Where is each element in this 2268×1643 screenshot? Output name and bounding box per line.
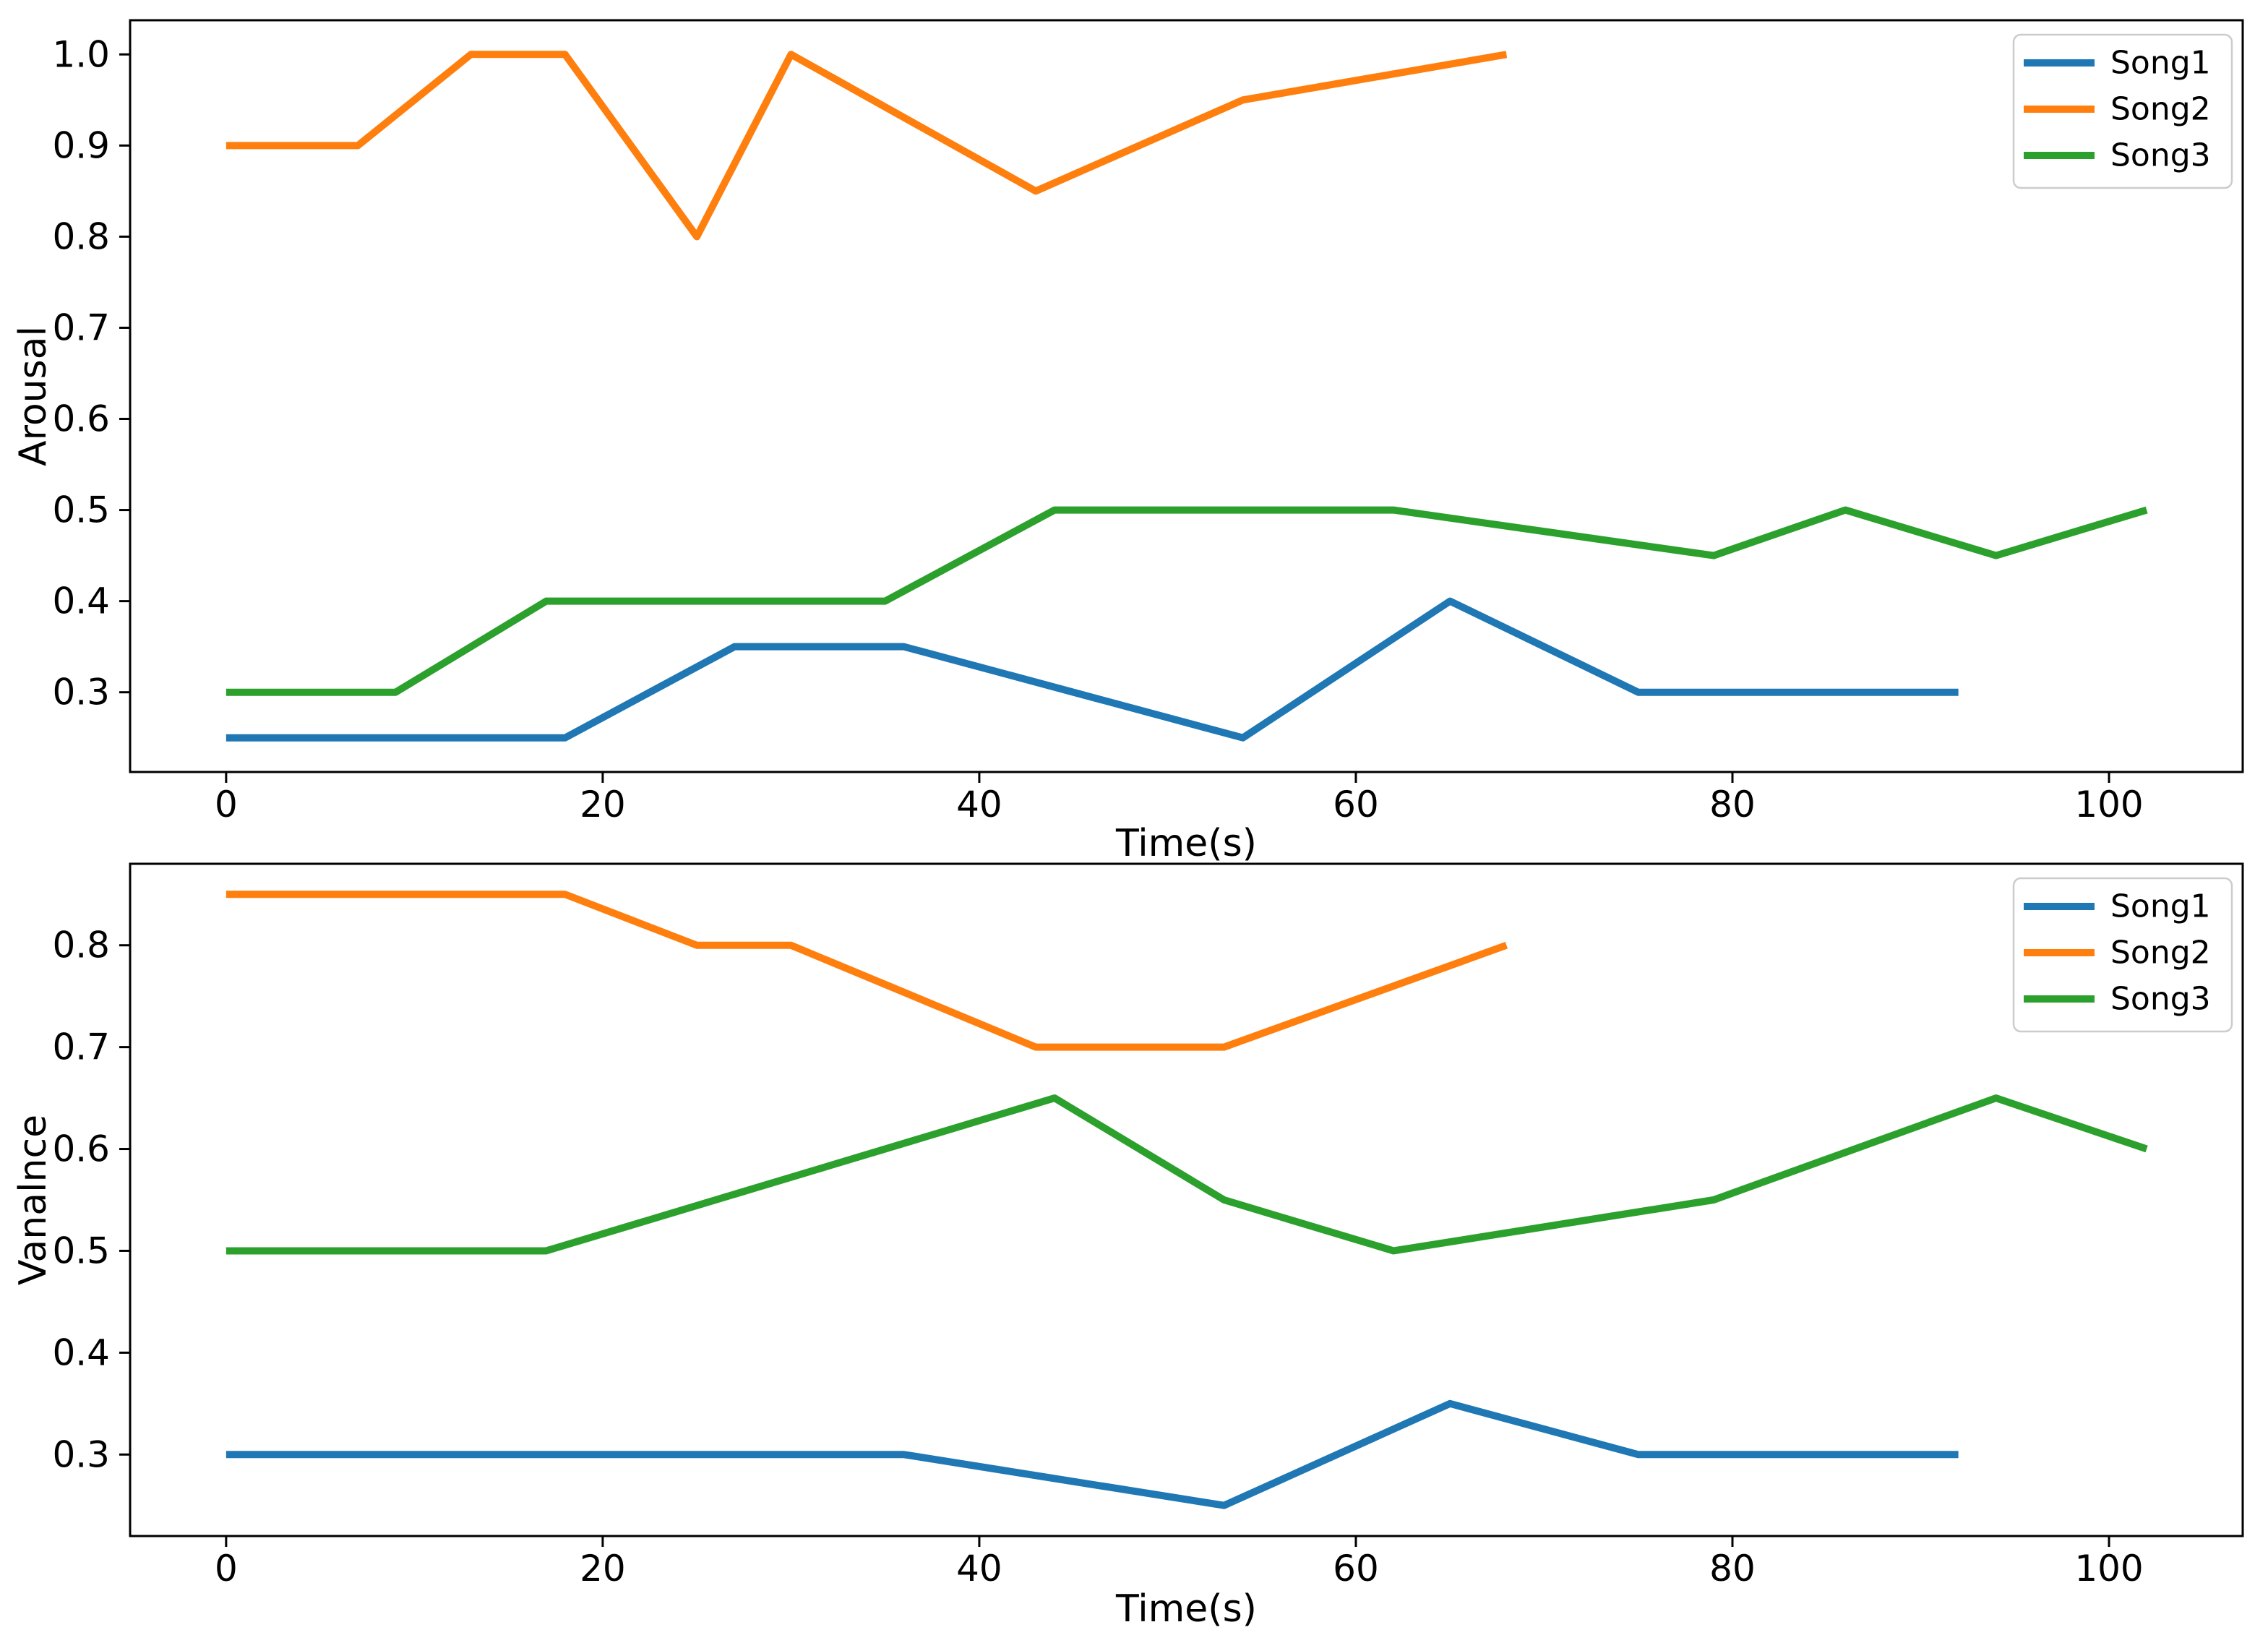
y-tick-label: 1.0 (52, 33, 110, 75)
legend-label-Song1: Song1 (2110, 888, 2211, 925)
legend-box (2012, 33, 2233, 189)
y-tick-label: 0.7 (52, 1026, 110, 1068)
y-tick-label: 0.7 (52, 306, 110, 348)
x-tick-label: 60 (1333, 1548, 1379, 1590)
y-tick-label: 0.4 (52, 1331, 110, 1373)
x-tick-label: 40 (956, 1548, 1002, 1590)
x-axis-label: Time(s) (1115, 1587, 1257, 1631)
y-tick-label: 0.4 (52, 580, 110, 622)
y-tick-label: 0.5 (52, 489, 110, 531)
legend-label-Song3: Song3 (2110, 137, 2211, 174)
plot-border (129, 862, 2244, 1537)
x-axis-label: Time(s) (1115, 822, 1257, 865)
series-line-Song3 (225, 506, 2148, 696)
y-tick-label: 0.8 (52, 215, 110, 257)
plot-border (129, 19, 2244, 773)
legend-label-Song2: Song2 (2110, 91, 2211, 128)
y-tick-label: 0.3 (52, 672, 110, 713)
legend-label-Song3: Song3 (2110, 981, 2211, 1018)
x-tick-label: 80 (1709, 784, 1756, 825)
y-tick-label: 0.6 (52, 398, 110, 440)
y-tick-label: 0.6 (52, 1128, 110, 1170)
valence-plot: 0 20 40 60 80 100 0.3 0.4 0.5 0.6 0.7 0.8 Time(s) Van… (12, 862, 2244, 1631)
x-tick-label: 0 (215, 1548, 238, 1590)
series-line-Song1 (225, 1399, 1959, 1509)
x-tick-label: 100 (2074, 1548, 2143, 1590)
y-tick-label: 0.3 (52, 1433, 110, 1475)
y-tick-label: 0.9 (52, 124, 110, 166)
y-tick-label: 0.5 (52, 1230, 110, 1271)
plot-area (130, 864, 2243, 1536)
x-tick-label: 80 (1709, 1548, 1756, 1590)
series-line-Song2 (225, 891, 1508, 1051)
y-tick-label: 0.8 (52, 925, 110, 966)
x-tick-label: 100 (2074, 784, 2143, 825)
series-line-Song1 (225, 597, 1959, 742)
legend-label-Song1: Song1 (2110, 45, 2211, 82)
x-tick-label: 60 (1333, 784, 1379, 825)
x-tick-label: 40 (956, 784, 1002, 825)
x-tick-label: 20 (580, 784, 626, 825)
y-axis-label: Vanalnce (12, 1115, 55, 1285)
series-line-Song3 (225, 1094, 2148, 1255)
legend-label-Song2: Song2 (2110, 935, 2211, 971)
plot-area (130, 20, 2243, 772)
arousal-plot: 0 20 40 60 80 100 0.3 0.4 0.5 0.6 0.7 0.8 0.9 1.0 Time… (12, 19, 2244, 865)
x-tick-label: 20 (580, 1548, 626, 1590)
x-tick-label: 0 (215, 784, 238, 825)
series-line-Song2 (225, 51, 1508, 241)
legend-box (2012, 877, 2233, 1033)
y-axis-label: Arousal (12, 326, 55, 466)
